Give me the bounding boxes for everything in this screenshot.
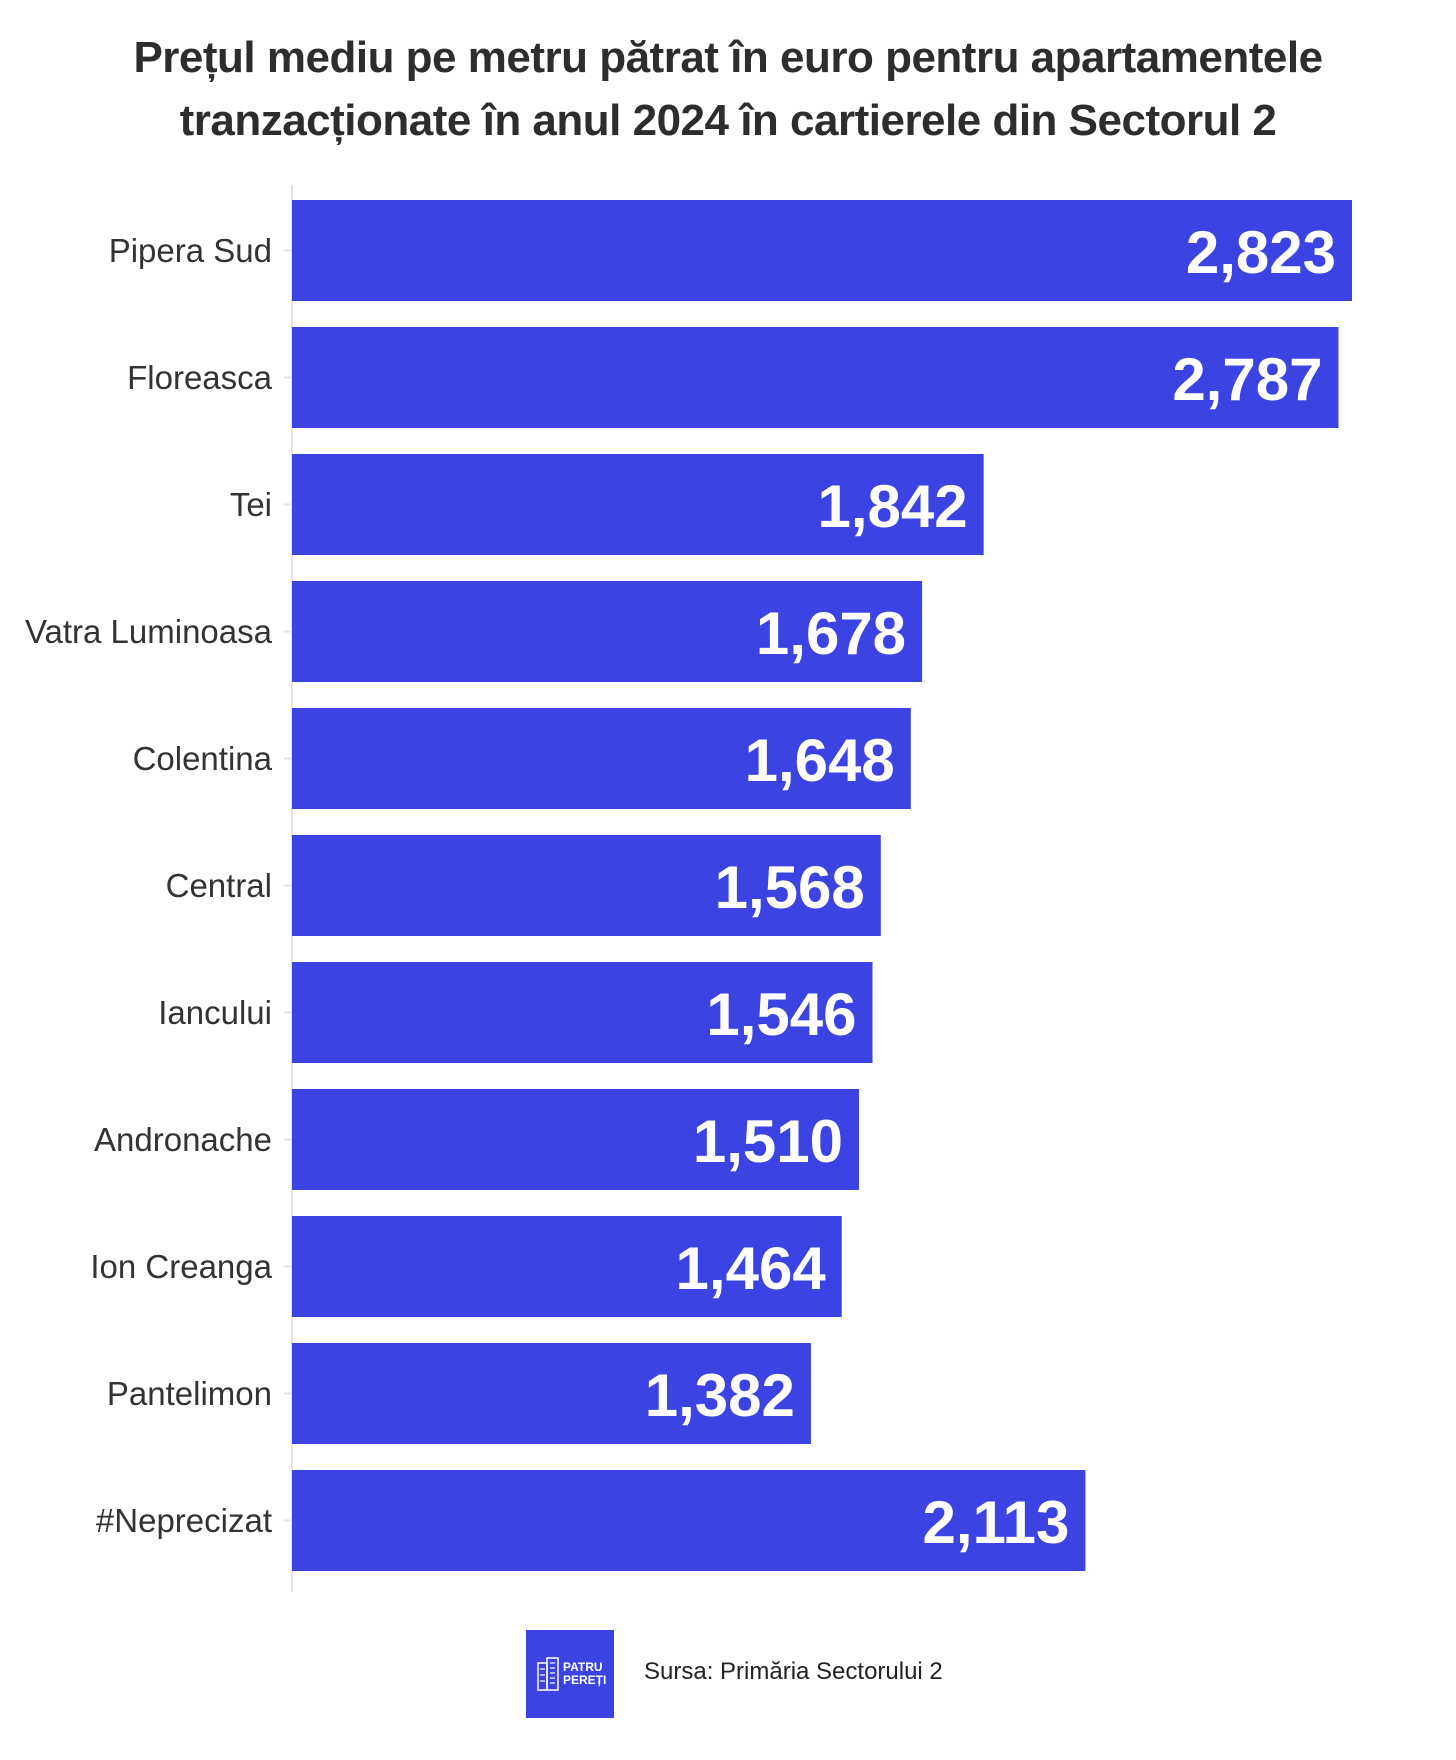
logo-text: PATRU PEREȚI [563, 1660, 607, 1687]
value-label: 2,113 [923, 1489, 1070, 1556]
category-label: Pantelimon [107, 1375, 272, 1412]
bar [292, 1089, 859, 1190]
value-label: 1,464 [676, 1235, 827, 1302]
value-label: 2,787 [1172, 346, 1322, 413]
bar [292, 454, 984, 555]
bar-chart: Pipera Sud 2,823 Floreasca 2,787 Tei 1,842 Vat… [25, 185, 1352, 1592]
bar [292, 1343, 811, 1444]
value-label: 2,823 [1186, 219, 1336, 286]
value-label: 1,382 [645, 1362, 795, 1429]
chart-title: Prețul mediu pe metru pătrat în euro pen… [133, 33, 1323, 145]
category-label: Iancului [158, 994, 272, 1031]
bar [292, 200, 1352, 301]
building-icon [537, 1657, 559, 1691]
patru-pereti-logo: PATRU PEREȚI [526, 1630, 614, 1718]
category-label: Pipera Sud [109, 232, 272, 269]
value-label: 1,568 [715, 854, 865, 921]
footer: PATRU PEREȚI Sursa: Primăria Sectorului … [0, 1630, 1456, 1720]
bar [292, 835, 881, 936]
value-label: 1,648 [745, 727, 895, 794]
value-label: 1,842 [817, 473, 967, 540]
bar [292, 1216, 842, 1317]
category-label: Andronache [94, 1121, 272, 1158]
category-label: Vatra Luminoasa [25, 613, 273, 650]
value-label: 1,678 [756, 600, 906, 667]
chart-marks: Pipera Sud 2,823 Floreasca 2,787 Tei 1,842 Vat… [25, 200, 1352, 1571]
bar [292, 581, 923, 682]
value-label: 1,510 [693, 1108, 843, 1175]
source-note: Sursa: Primăria Sectorului 2 [644, 1658, 943, 1685]
category-label: #Neprecizat [96, 1502, 272, 1539]
bar [292, 327, 1339, 428]
bar [292, 962, 873, 1063]
category-label: Tei [230, 486, 272, 523]
bar [292, 1470, 1086, 1571]
value-label: 1,546 [706, 981, 856, 1048]
category-label: Colentina [133, 740, 273, 777]
category-label: Ion Creanga [90, 1248, 272, 1285]
category-label: Floreasca [127, 359, 273, 396]
category-label: Central [166, 867, 272, 904]
bar [292, 708, 911, 809]
